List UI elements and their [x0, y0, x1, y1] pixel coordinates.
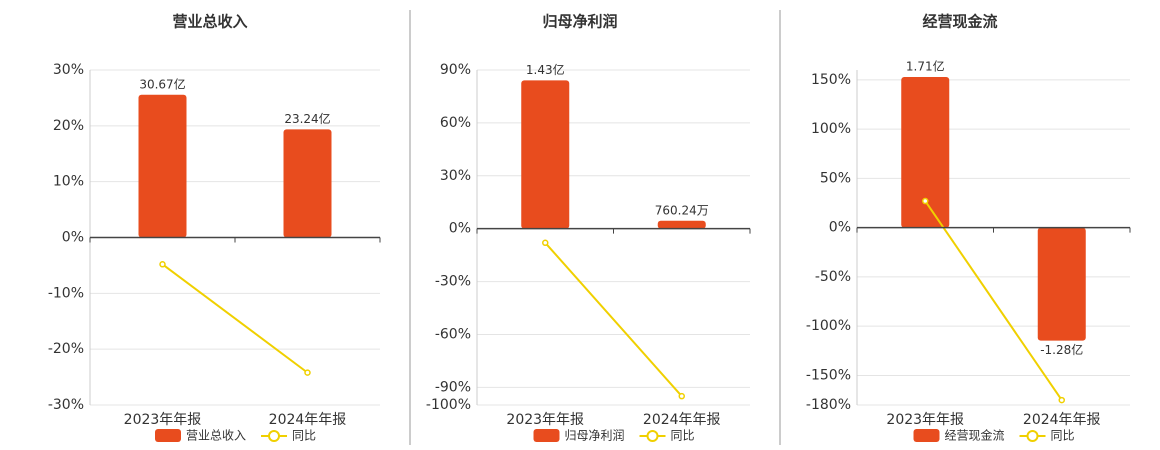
legend-label: 同比: [292, 429, 316, 443]
x-tick-label: 2023年年报: [506, 412, 584, 428]
x-tick-label: 2023年年报: [886, 412, 964, 428]
legend-label: 经营现金流: [945, 428, 1005, 443]
y-tick-label: -10%: [48, 285, 84, 301]
bar: [283, 129, 332, 238]
legend-swatch: [913, 429, 940, 442]
line-point: [304, 369, 311, 376]
legend-marker: [1026, 430, 1039, 442]
legend-label: 归母净利润: [565, 429, 625, 443]
legend-marker: [646, 430, 659, 442]
y-tick-label: -150%: [806, 367, 851, 383]
bar: [657, 220, 706, 229]
y-tick-label: -20%: [48, 341, 84, 357]
legend-label: 同比: [671, 429, 695, 443]
legend-label: 营业总收入: [186, 429, 246, 443]
y-tick-label: -30%: [48, 397, 84, 413]
x-tick-label: 2023年年报: [124, 412, 202, 428]
y-tick-label: 0%: [829, 220, 851, 236]
y-tick-label: 60%: [440, 115, 471, 131]
line-point: [678, 392, 685, 400]
y-tick-label: -100%: [426, 397, 471, 413]
value-label: 760.24万: [655, 203, 709, 217]
y-tick-label: 90%: [440, 62, 471, 78]
value-label: 1.43亿: [526, 62, 565, 77]
y-tick-label: -50%: [815, 269, 851, 285]
line: [544, 242, 683, 397]
y-tick-label: 0%: [449, 221, 471, 237]
line-point: [159, 261, 166, 268]
y-tick-label: 0%: [62, 230, 84, 246]
y-tick-label: 20%: [53, 118, 84, 134]
y-tick-label: -100%: [806, 318, 851, 334]
line-point: [1058, 396, 1065, 404]
bar: [901, 77, 950, 228]
y-tick-label: 30%: [53, 62, 84, 78]
legend-swatch: [155, 429, 181, 442]
chart-title: 归母净利润: [542, 13, 617, 31]
y-tick-label: 100%: [811, 121, 851, 137]
line-point: [922, 197, 929, 205]
legend-marker: [268, 430, 281, 442]
value-label: 1.71亿: [906, 59, 945, 74]
value-label: -1.28亿: [1040, 342, 1083, 357]
line-point: [542, 239, 549, 247]
line: [161, 263, 309, 374]
y-tick-label: -90%: [435, 379, 471, 395]
value-label: 23.24亿: [284, 111, 330, 126]
y-tick-label: -30%: [435, 274, 471, 290]
y-tick-label: 50%: [820, 170, 851, 186]
bar: [521, 80, 570, 229]
y-tick-label: 30%: [440, 168, 471, 184]
value-label: 30.67亿: [139, 76, 185, 91]
y-tick-label: 150%: [811, 72, 851, 88]
y-tick-label: 10%: [53, 174, 84, 190]
line: [924, 200, 1063, 401]
bar: [138, 94, 187, 238]
bar: [1037, 227, 1086, 341]
chart-title: 经营现金流: [922, 13, 997, 31]
x-tick-label: 2024年年报: [1023, 412, 1101, 428]
legend-swatch: [533, 429, 560, 442]
chart-title: 营业总收入: [172, 13, 247, 31]
y-tick-label: -60%: [435, 326, 471, 342]
x-tick-label: 2024年年报: [643, 412, 721, 428]
x-tick-label: 2024年年报: [269, 412, 347, 428]
y-tick-label: -180%: [806, 397, 851, 413]
legend-label: 同比: [1051, 429, 1075, 443]
